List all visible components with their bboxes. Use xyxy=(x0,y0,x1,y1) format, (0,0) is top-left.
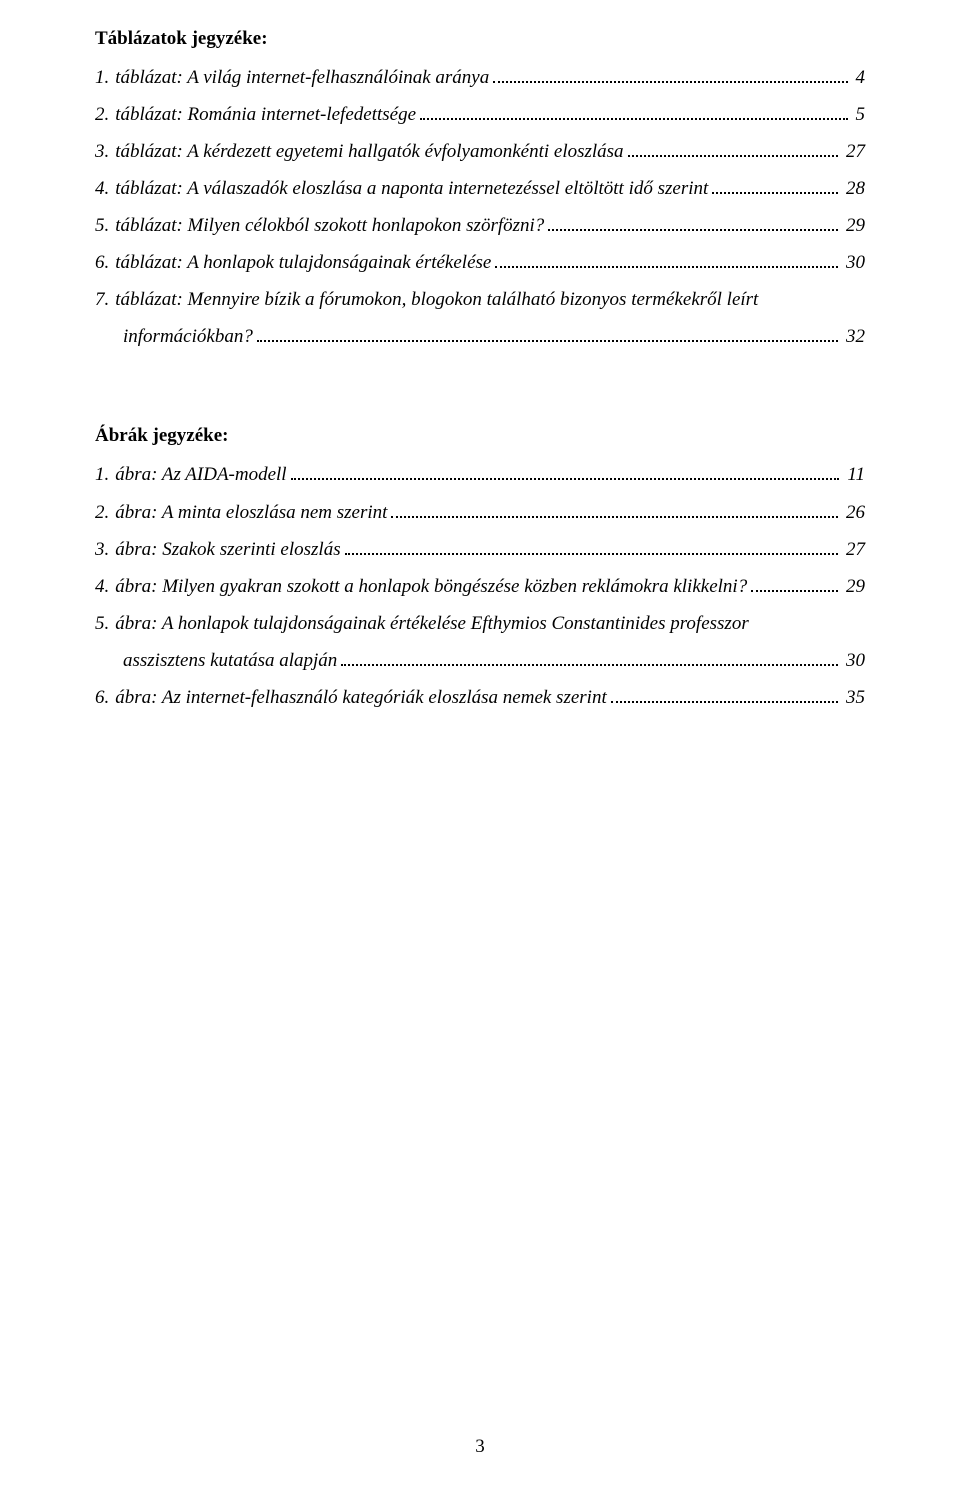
toc-row: 5. táblázat: Milyen célokból szokott hon… xyxy=(95,207,865,244)
toc-item: 3. táblázat: A kérdezett egyetemi hallga… xyxy=(95,133,865,170)
toc-leaders xyxy=(751,590,838,592)
toc-row: 3. táblázat: A kérdezett egyetemi hallga… xyxy=(95,133,865,170)
toc-number: 4. xyxy=(95,568,109,605)
toc-leaders xyxy=(341,664,838,666)
toc-number: 2. xyxy=(95,494,109,531)
toc-title: táblázat: Milyen célokból szokott honlap… xyxy=(115,207,544,244)
toc-title: ábra: Az internet-felhasználó kategóriák… xyxy=(115,679,606,716)
toc-item: 3. ábra: Szakok szerinti eloszlás 27 xyxy=(95,531,865,568)
toc-title: táblázat: Románia internet-lefedettsége xyxy=(115,96,416,133)
toc-row-continuation: asszisztens kutatása alapján 30 xyxy=(95,642,865,679)
toc-title-cont: asszisztens kutatása alapján xyxy=(123,642,337,679)
section-gap xyxy=(95,355,865,417)
toc-title: ábra: A honlapok tulajdonságainak értéke… xyxy=(115,605,748,642)
toc-page: 28 xyxy=(842,170,865,207)
toc-leaders xyxy=(712,192,838,194)
toc-row: 2. táblázat: Románia internet-lefedettsé… xyxy=(95,96,865,133)
toc-row: 7. táblázat: Mennyire bízik a fórumokon,… xyxy=(95,281,865,318)
toc-row-continuation: információkban? 32 xyxy=(95,318,865,355)
tables-list-heading: Táblázatok jegyzéke: xyxy=(95,20,865,57)
toc-number: 5. xyxy=(95,605,109,642)
toc-leaders xyxy=(345,553,838,555)
toc-leaders xyxy=(291,478,840,480)
toc-item: 1. ábra: Az AIDA-modell 11 xyxy=(95,456,865,493)
toc-number: 6. xyxy=(95,679,109,716)
toc-row: 5. ábra: A honlapok tulajdonságainak ért… xyxy=(95,605,865,642)
toc-row: 4. táblázat: A válaszadók eloszlása a na… xyxy=(95,170,865,207)
toc-title-cont: információkban? xyxy=(123,318,253,355)
toc-page: 32 xyxy=(842,318,865,355)
toc-page: 27 xyxy=(842,133,865,170)
toc-number: 1. xyxy=(95,59,109,96)
toc-page: 26 xyxy=(842,494,865,531)
toc-leaders xyxy=(548,229,838,231)
toc-leaders xyxy=(611,701,838,703)
toc-item: 1. táblázat: A világ internet-felhasznál… xyxy=(95,59,865,96)
figures-list-heading: Ábrák jegyzéke: xyxy=(95,417,865,454)
toc-row: 6. táblázat: A honlapok tulajdonságainak… xyxy=(95,244,865,281)
toc-title: ábra: A minta eloszlása nem szerint xyxy=(115,494,387,531)
toc-leaders xyxy=(420,118,847,120)
toc-number: 4. xyxy=(95,170,109,207)
tables-toc-list: 1. táblázat: A világ internet-felhasznál… xyxy=(95,59,865,355)
toc-row: 3. ábra: Szakok szerinti eloszlás 27 xyxy=(95,531,865,568)
toc-title: ábra: Szakok szerinti eloszlás xyxy=(115,531,340,568)
toc-page: 29 xyxy=(842,568,865,605)
toc-page: 11 xyxy=(843,456,865,493)
toc-title: táblázat: A honlapok tulajdonságainak ér… xyxy=(115,244,491,281)
toc-number: 6. xyxy=(95,244,109,281)
toc-number: 3. xyxy=(95,133,109,170)
toc-leaders xyxy=(493,81,847,83)
toc-row: 2. ábra: A minta eloszlása nem szerint 2… xyxy=(95,494,865,531)
toc-item: 2. táblázat: Románia internet-lefedettsé… xyxy=(95,96,865,133)
toc-number: 5. xyxy=(95,207,109,244)
toc-leaders xyxy=(257,340,838,342)
toc-item: 4. táblázat: A válaszadók eloszlása a na… xyxy=(95,170,865,207)
toc-title: ábra: Milyen gyakran szokott a honlapok … xyxy=(115,568,747,605)
toc-number: 2. xyxy=(95,96,109,133)
toc-leaders xyxy=(391,516,838,518)
toc-title: táblázat: A válaszadók eloszlása a napon… xyxy=(115,170,708,207)
toc-leaders xyxy=(495,266,838,268)
toc-row: 4. ábra: Milyen gyakran szokott a honlap… xyxy=(95,568,865,605)
toc-item: 6. ábra: Az internet-felhasználó kategór… xyxy=(95,679,865,716)
toc-title: ábra: Az AIDA-modell xyxy=(115,456,286,493)
toc-number: 1. xyxy=(95,456,109,493)
page-number: 3 xyxy=(0,1428,960,1465)
toc-item: 6. táblázat: A honlapok tulajdonságainak… xyxy=(95,244,865,281)
toc-title: táblázat: Mennyire bízik a fórumokon, bl… xyxy=(115,281,758,318)
toc-row: 1. ábra: Az AIDA-modell 11 xyxy=(95,456,865,493)
toc-item: 5. ábra: A honlapok tulajdonságainak ért… xyxy=(95,605,865,679)
toc-row: 1. táblázat: A világ internet-felhasznál… xyxy=(95,59,865,96)
toc-page: 27 xyxy=(842,531,865,568)
toc-page: 29 xyxy=(842,207,865,244)
toc-number: 3. xyxy=(95,531,109,568)
toc-item: 2. ábra: A minta eloszlása nem szerint 2… xyxy=(95,494,865,531)
toc-item: 4. ábra: Milyen gyakran szokott a honlap… xyxy=(95,568,865,605)
toc-row: 6. ábra: Az internet-felhasználó kategór… xyxy=(95,679,865,716)
toc-title: táblázat: A világ internet-felhasználóin… xyxy=(115,59,489,96)
toc-page: 35 xyxy=(842,679,865,716)
toc-page: 5 xyxy=(852,96,866,133)
toc-item: 7. táblázat: Mennyire bízik a fórumokon,… xyxy=(95,281,865,355)
toc-title: táblázat: A kérdezett egyetemi hallgatók… xyxy=(115,133,623,170)
toc-number: 7. xyxy=(95,281,109,318)
toc-page: 4 xyxy=(852,59,866,96)
figures-toc-list: 1. ábra: Az AIDA-modell 11 2. ábra: A mi… xyxy=(95,456,865,715)
toc-leaders xyxy=(628,155,838,157)
toc-item: 5. táblázat: Milyen célokból szokott hon… xyxy=(95,207,865,244)
page: Táblázatok jegyzéke: 1. táblázat: A vilá… xyxy=(0,0,960,1501)
toc-page: 30 xyxy=(842,642,865,679)
toc-page: 30 xyxy=(842,244,865,281)
